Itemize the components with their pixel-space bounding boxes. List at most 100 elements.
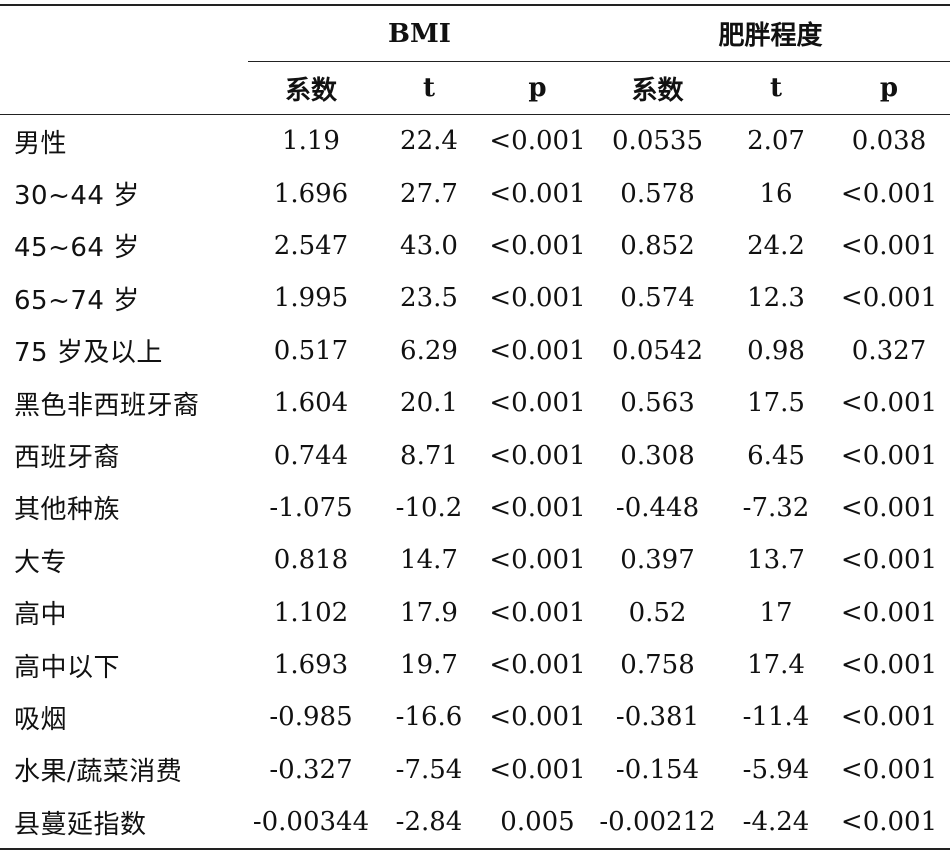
header-sub-blank	[0, 61, 248, 115]
bmi-t-cell: 17.9	[400, 597, 458, 628]
obesity-p-cell: <0.001	[840, 597, 938, 628]
obesity-t-cell: -4.24	[724, 796, 829, 851]
bmi-t-cell: -7.54	[395, 754, 463, 785]
bmi-t-cell: -2.84	[374, 796, 484, 851]
header-group-obesity: 肥胖程度	[591, 4, 950, 62]
header-sub-row: 系数 t p 系数 t p	[0, 61, 950, 115]
bmi-p-cell: <0.001	[489, 230, 586, 261]
obesity-coef-cell: 0.563	[620, 388, 695, 419]
bmi-p-cell: <0.001	[489, 754, 586, 785]
obesity-coef-cell: 0.578	[620, 178, 695, 209]
bmi-coef-cell: 0.818	[273, 545, 349, 576]
bmi-t-cell: 19.7	[400, 650, 458, 681]
row-label: 其他种族	[14, 495, 121, 526]
obesity-p-cell: <0.001	[840, 545, 938, 576]
bmi-coef-cell: 1.693	[273, 650, 349, 681]
bmi-p-cell: <0.001	[489, 492, 586, 523]
obesity-p-cell: 0.327	[851, 335, 927, 366]
obesity-p-cell: <0.001	[840, 230, 938, 261]
bmi-p-cell: <0.001	[489, 597, 586, 628]
bmi-t-cell: 6.29	[400, 335, 458, 366]
obesity-t-cell: 17.5	[747, 388, 805, 419]
obesity-p-cell: <0.001	[840, 440, 938, 471]
obesity-coef-cell: 0.308	[620, 440, 695, 471]
bmi-coef-cell: -0.985	[269, 702, 353, 733]
bmi-p-cell: <0.001	[489, 283, 586, 314]
obesity-t-cell: -5.94	[742, 754, 810, 785]
table-row: 30~44 岁 1.696 27.7 <0.001 0.578 16 <0.001	[0, 167, 950, 219]
obesity-coef-cell: -0.448	[615, 492, 700, 523]
header-bmi-p: p	[484, 61, 592, 115]
row-label: 黑色非西班牙裔	[14, 390, 200, 421]
bmi-t-cell: 8.71	[400, 440, 458, 471]
table-row: 水果/蔬菜消费 -0.327 -7.54 <0.001 -0.154 -5.94 <0.00…	[0, 744, 950, 796]
bmi-coef-cell: 1.102	[273, 597, 349, 628]
bmi-coef-cell: -0.00344	[248, 796, 374, 851]
bmi-t-cell: 14.7	[400, 545, 458, 576]
row-label: 高中	[14, 600, 68, 631]
row-label: 大专	[14, 547, 68, 578]
header-group-row: BMI 肥胖程度	[0, 4, 950, 62]
obesity-t-cell: 0.98	[747, 335, 805, 366]
obesity-t-cell: 6.45	[747, 440, 805, 471]
header-obesity-p: p	[828, 61, 950, 115]
obesity-p-cell: <0.001	[828, 796, 950, 851]
table-row: 其他种族 -1.075 -10.2 <0.001 -0.448 -7.32 <0.001	[0, 482, 950, 534]
header-obesity-t: t	[724, 61, 829, 115]
header-group-bmi: BMI	[248, 4, 592, 62]
obesity-coef-cell: -0.381	[615, 702, 700, 733]
obesity-t-cell: -11.4	[742, 702, 810, 733]
table-row: 县蔓延指数 -0.00344 -2.84 0.005 -0.00212 -4.24 <0.0…	[0, 796, 950, 851]
obesity-coef-cell: 0.0535	[612, 126, 703, 157]
header-bmi-t: t	[374, 61, 484, 115]
obesity-coef-cell: -0.00212	[591, 796, 725, 851]
table-header: BMI 肥胖程度 系数 t p 系数 t p	[0, 4, 950, 115]
row-label: 30~44 岁	[14, 181, 140, 212]
row-label: 45~64 岁	[14, 233, 140, 264]
row-label: 75 岁及以上	[14, 338, 163, 369]
obesity-coef-cell: 0.0542	[612, 335, 703, 366]
header-obesity-coef: 系数	[591, 61, 725, 115]
obesity-coef-cell: 0.852	[620, 230, 695, 261]
obesity-coef-cell: 0.52	[628, 597, 687, 628]
bmi-coef-cell: -0.327	[269, 754, 353, 785]
bmi-t-cell: -16.6	[395, 702, 463, 733]
obesity-t-cell: -7.32	[742, 492, 810, 523]
table-row: 高中以下 1.693 19.7 <0.001 0.758 17.4 <0.001	[0, 639, 950, 691]
bmi-p-cell: <0.001	[489, 388, 586, 419]
obesity-t-cell: 12.3	[747, 283, 805, 314]
obesity-p-cell: <0.001	[840, 702, 938, 733]
bmi-t-cell: 22.4	[400, 126, 458, 157]
obesity-coef-cell: 0.758	[620, 650, 695, 681]
row-label: 65~74 岁	[14, 285, 140, 316]
header-bmi-coef: 系数	[248, 61, 374, 115]
table-row: 男性 1.19 22.4 <0.001 0.0535 2.07 0.038	[0, 115, 950, 168]
header-blank-cell	[0, 4, 248, 62]
bmi-p-cell: <0.001	[489, 335, 586, 366]
regression-table: BMI 肥胖程度 系数 t p 系数 t p 男性 1.19 22.4 <0.001 0…	[0, 4, 950, 851]
obesity-t-cell: 17	[759, 597, 793, 628]
table-row: 吸烟 -0.985 -16.6 <0.001 -0.381 -11.4 <0.001	[0, 691, 950, 743]
bmi-coef-cell: 1.604	[273, 388, 349, 419]
obesity-p-cell: <0.001	[840, 388, 938, 419]
row-label: 水果/蔬菜消费	[14, 757, 183, 788]
obesity-t-cell: 17.4	[747, 650, 805, 681]
bmi-coef-cell: 0.517	[273, 335, 349, 366]
obesity-p-cell: <0.001	[840, 754, 938, 785]
obesity-coef-cell: 0.397	[620, 545, 695, 576]
obesity-t-cell: 13.7	[747, 545, 805, 576]
bmi-p-cell: 0.005	[484, 796, 592, 851]
row-label: 男性	[14, 128, 68, 159]
bmi-t-cell: 23.5	[400, 283, 458, 314]
row-label: 高中以下	[14, 652, 121, 683]
table-row: 高中 1.102 17.9 <0.001 0.52 17 <0.001	[0, 587, 950, 639]
obesity-p-cell: 0.038	[851, 126, 927, 157]
bmi-p-cell: <0.001	[489, 126, 586, 157]
obesity-p-cell: <0.001	[840, 650, 938, 681]
obesity-t-cell: 24.2	[747, 230, 805, 261]
bmi-t-cell: 27.7	[400, 178, 458, 209]
bmi-p-cell: <0.001	[489, 440, 586, 471]
bmi-t-cell: 43.0	[400, 230, 458, 261]
bmi-t-cell: -10.2	[395, 492, 463, 523]
